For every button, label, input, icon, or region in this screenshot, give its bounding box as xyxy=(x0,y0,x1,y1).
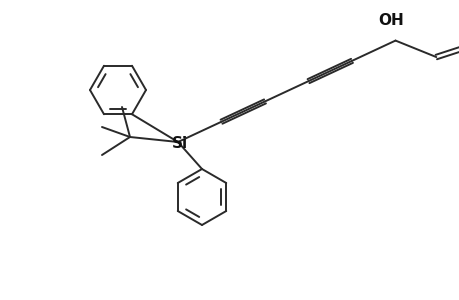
Text: Si: Si xyxy=(172,136,188,151)
Text: OH: OH xyxy=(378,13,403,28)
